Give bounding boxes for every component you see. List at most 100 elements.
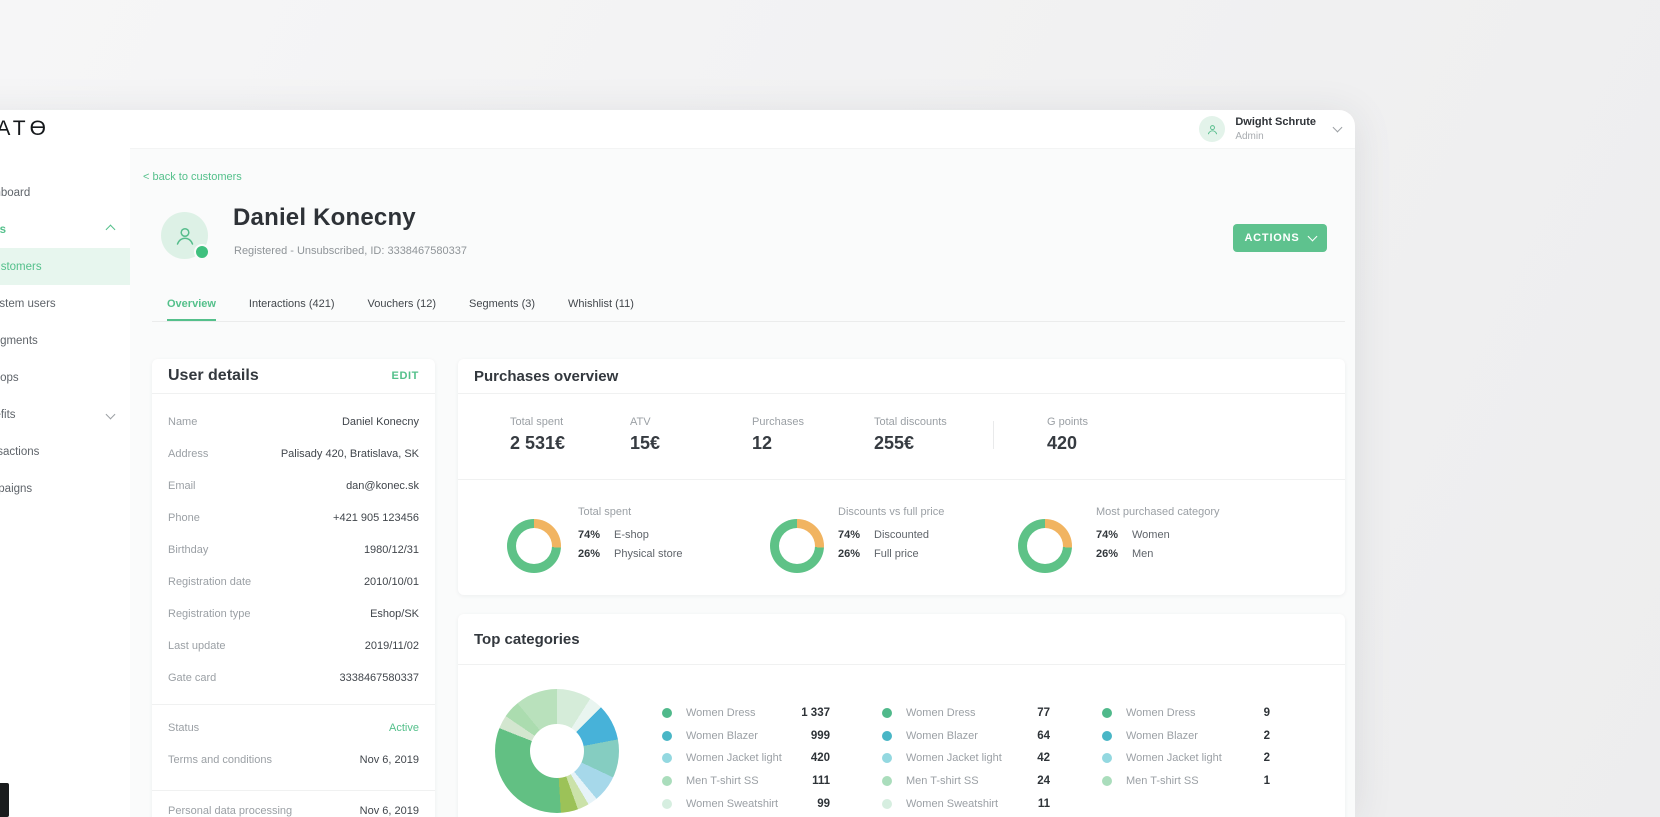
legend-label: Women Sweatshirt: [906, 797, 999, 810]
edit-button[interactable]: EDIT: [391, 370, 419, 382]
user-menu[interactable]: Dwight Schrute Admin: [1199, 116, 1343, 142]
legend-value: 999: [810, 729, 830, 742]
detail-label: Birthday: [168, 544, 209, 556]
detail-value: Palisady 420, Bratislava, SK: [280, 448, 419, 460]
breakdown-title: Discounts vs full price: [838, 506, 945, 518]
sidebar-item-benefits[interactable]: Benefits: [0, 396, 130, 433]
sidebar-item-label: Shops: [0, 371, 19, 384]
stat-value: 15€: [630, 433, 661, 453]
main-content: < back to customers Daniel Konecny Regis…: [130, 148, 1355, 817]
back-link-label: back to customers: [152, 171, 242, 183]
legend-label: Men T-shirt SS: [686, 775, 759, 788]
breakdown-pct: 74%: [838, 529, 861, 541]
sidebar-item-label: Customers: [0, 260, 42, 273]
legend-dot-icon: [662, 776, 672, 787]
breakdown-row: 74% E-shop: [578, 526, 682, 545]
detail-value: 2010/10/01: [363, 576, 419, 588]
legend-dot-icon: [882, 730, 892, 741]
legend-dot-icon: [662, 730, 672, 741]
legend-label: Women Dress: [1126, 707, 1196, 720]
purchases-overview-header: Purchases overview: [458, 359, 1345, 394]
breakdown-label: E-shop: [614, 529, 649, 541]
detail-value: Eshop/SK: [370, 608, 419, 620]
detail-label: Last update: [168, 640, 226, 652]
stat-label: Total discounts: [874, 416, 947, 428]
detail-value: 3338467580337: [339, 672, 419, 684]
legend-dot-icon: [662, 798, 672, 809]
back-arrow-icon: <: [143, 171, 150, 183]
sidebar-item-dashboard[interactable]: Dashboard: [0, 174, 130, 211]
sidebar-item-transactions[interactable]: Transactions: [0, 433, 130, 470]
stat-label: Total spent: [510, 416, 564, 428]
legend-value: 1: [1263, 775, 1270, 788]
legend-value: 11: [1037, 797, 1050, 810]
brand-logo: GATƟ: [0, 117, 50, 140]
legend-value: 9: [1263, 707, 1270, 720]
tab-interactions-421[interactable]: Interactions (421): [248, 298, 335, 310]
legend-row-women-dress: Women Dress 1 337: [662, 702, 830, 725]
legend-dot-icon: [882, 753, 892, 764]
legend-value: 111: [812, 775, 830, 788]
sidebar-item-system-users[interactable]: System users: [0, 285, 130, 322]
user-details-header: User details EDIT: [152, 359, 435, 394]
tab-overview[interactable]: Overview: [167, 289, 216, 321]
legend-value: 1 337: [801, 707, 830, 720]
sidebar-item-customers[interactable]: Customers: [0, 248, 130, 285]
legend-label: Men T-shirt SS: [906, 775, 979, 788]
detail-row-address: Address Palisady 420, Bratislava, SK: [152, 438, 435, 470]
legend-column-1: Women Dress 1 337 Women Blazer 999 Women Jac…: [662, 702, 830, 815]
sidebar-item-campaigns[interactable]: Campaigns: [0, 470, 130, 507]
breakdown-total-spent: Total spent 74% E-shop 26% Physical store: [578, 506, 682, 564]
breakdown-pct: 74%: [578, 529, 601, 541]
breakdown-row: 74% Discounted: [838, 526, 944, 545]
detail-row-email: Email dan@konec.sk: [152, 470, 435, 502]
sidebar-item-shops[interactable]: Shops: [0, 359, 130, 396]
legend-dot-icon: [1102, 708, 1112, 719]
sidebar-item-label: Users: [0, 223, 6, 236]
user-details-title: User details: [168, 367, 259, 384]
detail-row-terms-and-conditions: Terms and conditions Nov 6, 2019: [152, 744, 435, 776]
detail-label: Terms and conditions: [168, 754, 272, 766]
legend-row-women-jacket-light: Women Jacket light 42: [882, 747, 1050, 770]
legend-row-men-t-shirt-ss: Men T-shirt SS 1: [1102, 770, 1270, 793]
sidebar-item-segments[interactable]: Segments: [0, 322, 130, 359]
user-info: Dwight Schrute Admin: [1235, 116, 1316, 141]
breakdown-row: 74% Women: [1096, 526, 1220, 545]
donut-chart-total-spent: [507, 519, 561, 573]
detail-value: 2019/11/02: [364, 640, 419, 652]
breakdown-title: Most purchased category: [1096, 506, 1220, 518]
detail-value: Active: [389, 722, 419, 734]
breakdown-row: 26% Full price: [838, 545, 944, 564]
breakdown-row: 26% Men: [1096, 545, 1220, 564]
detail-row-gate-card: Gate card 3338467580337: [152, 662, 435, 694]
sidebar-item-label: Segments: [0, 334, 38, 347]
detail-label: Email: [168, 480, 196, 492]
detail-value: dan@konec.sk: [346, 480, 419, 492]
legend-value: 24: [1037, 775, 1050, 788]
top-categories-donut-chart: [495, 689, 619, 813]
stat-value: 255€: [874, 433, 915, 453]
legend-dot-icon: [1102, 753, 1112, 764]
scrollbar-fragment[interactable]: [0, 783, 9, 817]
sidebar-item-users[interactable]: Users: [0, 211, 130, 248]
legend-value: 420: [810, 752, 830, 765]
detail-row-birthday: Birthday 1980/12/31: [152, 534, 435, 566]
stat-atv: ATV 15€: [630, 416, 660, 454]
actions-button[interactable]: ACTIONS: [1233, 224, 1327, 252]
tab-whishlist-11[interactable]: Whishlist (11): [568, 298, 634, 310]
detail-label: Gate card: [168, 672, 217, 684]
person-icon: [176, 227, 193, 245]
back-to-customers-link[interactable]: < back to customers: [143, 171, 242, 183]
legend-label: Women Jacket light: [686, 752, 782, 765]
tab-vouchers-12[interactable]: Vouchers (12): [367, 298, 437, 310]
breakdown-row: 26% Physical store: [578, 545, 682, 564]
stat-value: 420: [1047, 433, 1078, 453]
stat-purchases: Purchases 12: [752, 416, 804, 454]
stat-label: Purchases: [752, 416, 804, 428]
detail-value: 1980/12/31: [363, 544, 419, 556]
tab-segments-3[interactable]: Segments (3): [469, 298, 536, 310]
legend-row-women-jacket-light: Women Jacket light 420: [662, 747, 830, 770]
stat-g-points: G points 420: [1047, 416, 1088, 454]
divider: [152, 704, 435, 705]
tab-bar: Overview Interactions (421) Vouchers (12) S…: [152, 289, 1345, 322]
